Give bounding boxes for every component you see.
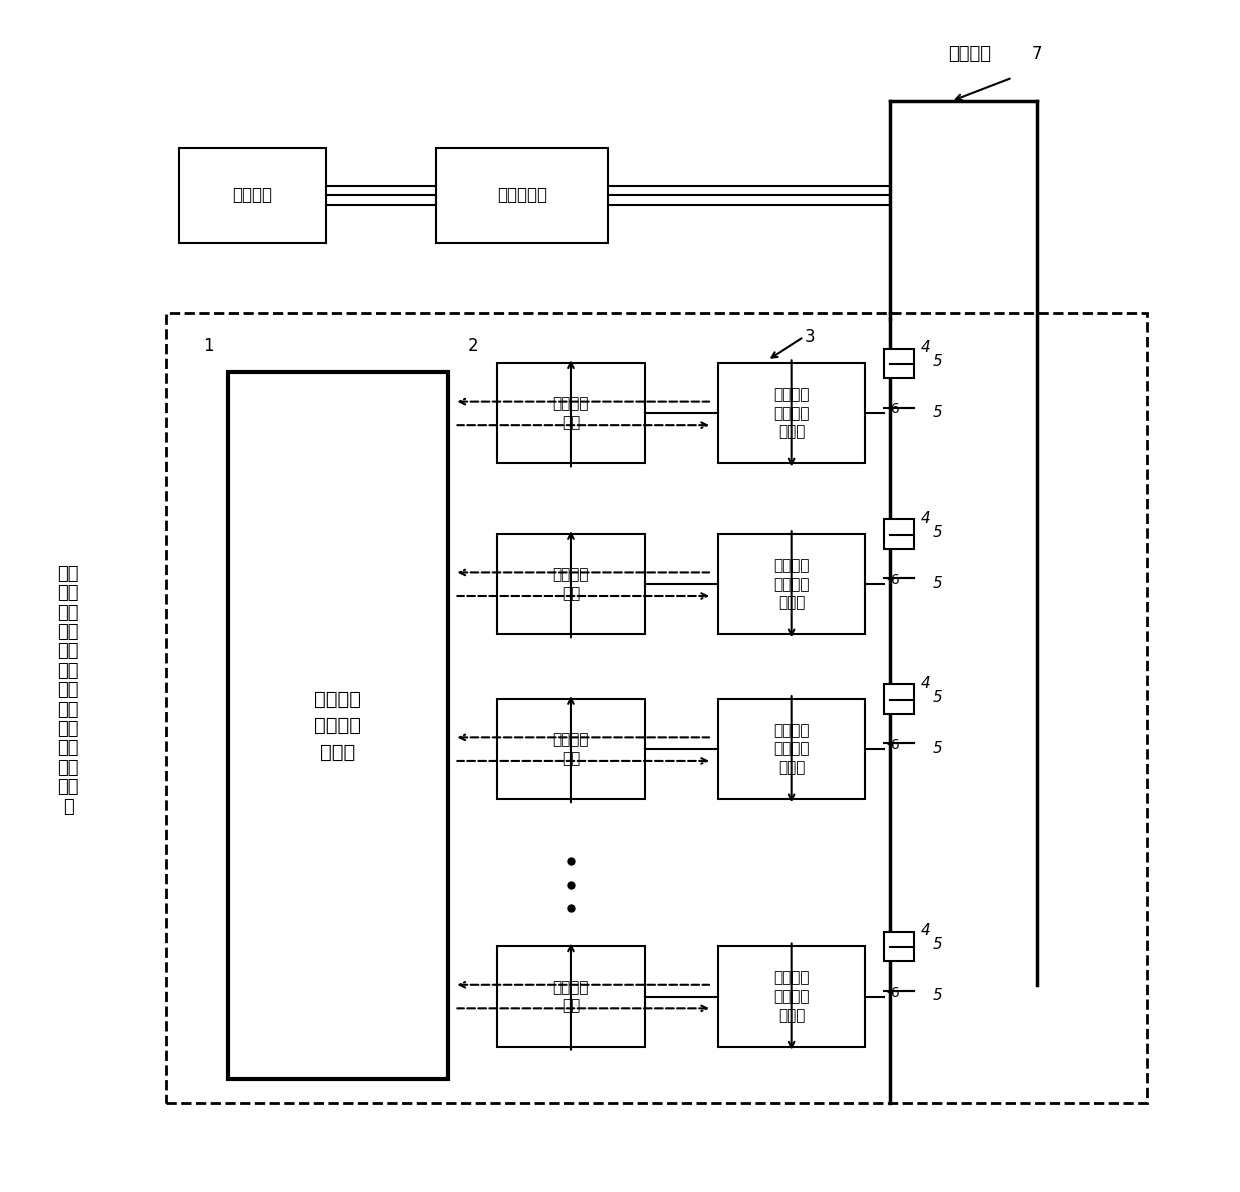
- Bar: [884, 932, 914, 961]
- Text: 5: 5: [932, 988, 942, 1004]
- Bar: [228, 372, 449, 1079]
- Text: 5: 5: [932, 526, 942, 540]
- Bar: [884, 348, 914, 378]
- Text: 5: 5: [932, 405, 942, 420]
- Text: 电池储能
单元: 电池储能 单元: [553, 980, 589, 1013]
- Bar: [179, 148, 326, 242]
- Text: 电池储能
单元: 电池储能 单元: [553, 567, 589, 601]
- Text: 基于
模块
化双
向充
放电
控制
器的
电池
动态
串并
联成
组系
统: 基于 模块 化双 向充 放电 控制 器的 电池 动态 串并 联成 组系 统: [57, 565, 79, 815]
- Text: -6: -6: [887, 403, 900, 416]
- Text: 7: 7: [1032, 45, 1042, 63]
- Text: 4: 4: [920, 340, 930, 355]
- Bar: [718, 364, 866, 464]
- Bar: [718, 699, 866, 799]
- Bar: [718, 534, 866, 634]
- Text: 电池储能
单元: 电池储能 单元: [553, 397, 589, 430]
- Text: -6: -6: [887, 738, 900, 752]
- Text: 模块化双
向充放电
控制器: 模块化双 向充放电 控制器: [774, 724, 810, 775]
- Bar: [436, 148, 608, 242]
- Bar: [718, 946, 866, 1047]
- Text: 模块化双
向充放电
控制器: 模块化双 向充放电 控制器: [774, 387, 810, 440]
- Text: 2: 2: [467, 337, 479, 355]
- Bar: [497, 364, 645, 464]
- Text: 模块化双
向充放电
控制器: 模块化双 向充放电 控制器: [774, 558, 810, 610]
- Text: 5: 5: [932, 354, 942, 370]
- Text: 4: 4: [920, 676, 930, 691]
- Bar: [884, 684, 914, 714]
- Text: 1: 1: [203, 337, 213, 355]
- Text: 5: 5: [932, 690, 942, 704]
- Text: 5: 5: [932, 937, 942, 952]
- Bar: [166, 313, 1147, 1103]
- Text: 交流系统: 交流系统: [232, 186, 272, 205]
- Text: 储能变流器: 储能变流器: [497, 186, 547, 205]
- Text: 动态电池
组运行管
理系统: 动态电池 组运行管 理系统: [315, 690, 362, 762]
- Bar: [497, 946, 645, 1047]
- Text: 直流母线: 直流母线: [947, 45, 991, 63]
- Text: 3: 3: [805, 328, 816, 346]
- Text: 5: 5: [932, 576, 942, 591]
- Text: 4: 4: [920, 924, 930, 938]
- Text: 电池储能
单元: 电池储能 单元: [553, 732, 589, 766]
- Text: 模块化双
向充放电
控制器: 模块化双 向充放电 控制器: [774, 970, 810, 1023]
- Bar: [884, 520, 914, 548]
- Bar: [497, 699, 645, 799]
- Text: -6: -6: [887, 573, 900, 588]
- Text: 5: 5: [932, 740, 942, 756]
- Bar: [497, 534, 645, 634]
- Text: 4: 4: [920, 511, 930, 526]
- Text: -6: -6: [887, 986, 900, 1000]
